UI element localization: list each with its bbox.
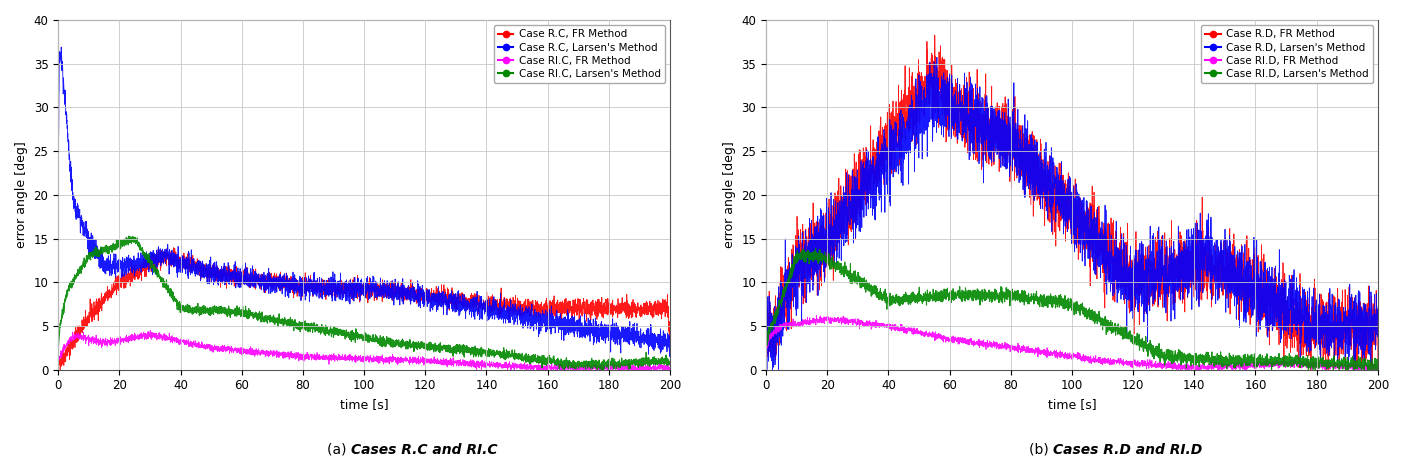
X-axis label: time [s]: time [s]: [340, 398, 389, 411]
Text: Cases R.D and RI.D: Cases R.D and RI.D: [1053, 443, 1202, 457]
X-axis label: time [s]: time [s]: [1047, 398, 1097, 411]
Text: (b): (b): [1029, 443, 1053, 457]
Text: Cases R.C and RI.C: Cases R.C and RI.C: [351, 443, 497, 457]
Legend: Case R.C, FR Method, Case R.C, Larsen's Method, Case RI.C, FR Method, Case RI.C,: Case R.C, FR Method, Case R.C, Larsen's …: [494, 25, 665, 83]
Y-axis label: error angle [deg]: error angle [deg]: [15, 141, 28, 248]
Y-axis label: error angle [deg]: error angle [deg]: [723, 141, 736, 248]
Text: (a): (a): [327, 443, 351, 457]
Legend: Case R.D, FR Method, Case R.D, Larsen's Method, Case RI.D, FR Method, Case RI.D,: Case R.D, FR Method, Case R.D, Larsen's …: [1200, 25, 1373, 83]
